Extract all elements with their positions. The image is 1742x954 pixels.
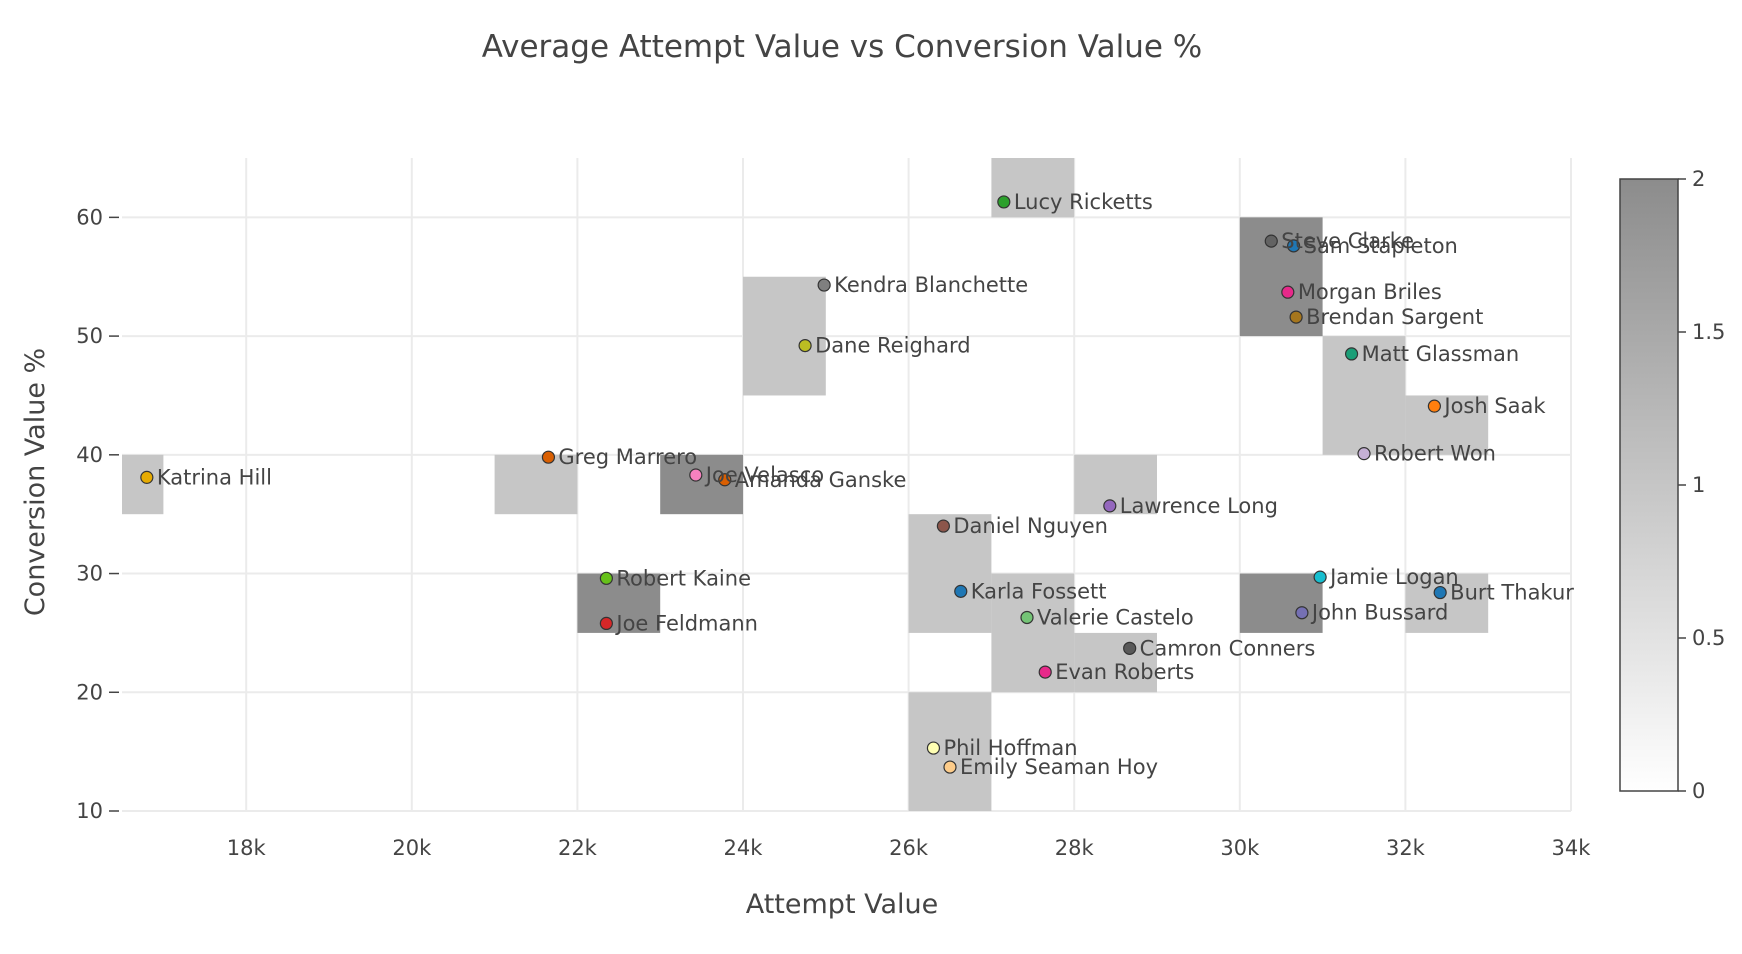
colorbar: 0 0.5 1 1.5 2 (1619, 167, 1725, 803)
density-bin (1239, 573, 1323, 633)
point-label: Dane Reighard (815, 334, 970, 358)
scatter-point[interactable] (1357, 447, 1371, 461)
point-label: Lucy Ricketts (1014, 190, 1153, 214)
scatter-point[interactable] (1433, 585, 1447, 600)
point-label: Robert Kaine (616, 566, 751, 590)
colorbar-tick-label: 1 (1692, 473, 1705, 497)
point-label: Karla Fossett (971, 579, 1107, 603)
point-label: Greg Marrero (558, 445, 697, 469)
point-label: Josh Saak (1442, 394, 1546, 418)
scatter-point[interactable] (1038, 665, 1052, 679)
x-tick-label: 26k (889, 836, 929, 860)
point-label: Valerie Castelo (1037, 605, 1194, 629)
density-bin (1074, 632, 1157, 693)
y-axis-title: Conversion Value % (20, 348, 51, 616)
scatter-point[interactable] (1281, 285, 1295, 299)
data-points (140, 195, 1447, 774)
y-tick-label: 10 (76, 799, 103, 823)
x-tick-label: 34k (1552, 836, 1592, 860)
point-label: Amanda Ganske (735, 468, 907, 492)
x-tick-label: 24k (724, 836, 764, 860)
density-bin (908, 514, 992, 633)
density-bins (122, 158, 1489, 811)
scatter-point[interactable] (1123, 641, 1137, 655)
scatter-point[interactable] (1103, 499, 1117, 513)
colorbar-tick-label: 2 (1692, 167, 1705, 191)
x-tick-label: 30k (1220, 836, 1260, 860)
point-label: John Bussard (1310, 601, 1448, 625)
scatter-point[interactable] (689, 468, 703, 482)
colorbar-tick-label: 1.5 (1692, 320, 1725, 344)
density-bin (1239, 217, 1323, 337)
y-tick-label: 30 (76, 562, 103, 586)
scatter-point[interactable] (926, 741, 941, 755)
density-bin (1322, 336, 1406, 455)
point-label: Morgan Briles (1298, 280, 1442, 304)
scatter-point[interactable] (817, 278, 831, 292)
point-label: Matt Glassman (1362, 342, 1520, 366)
colorbar-tick-label: 0 (1692, 779, 1705, 803)
density-bin (908, 692, 992, 811)
y-tick-label: 40 (76, 443, 103, 467)
point-label: Daniel Nguyen (953, 514, 1108, 538)
point-label: Emily Seaman Hoy (960, 755, 1158, 779)
axes: 10 20 30 40 50 60 18k 20k 22k 24k 26k 28k 30k 32k 34k (76, 205, 1591, 860)
point-label: Evan Roberts (1055, 660, 1194, 684)
chart-title: Average Attempt Value vs Conversion Valu… (482, 29, 1203, 65)
scatter-point[interactable] (1344, 347, 1359, 361)
scatter-point[interactable] (798, 338, 812, 353)
density-bin (494, 454, 578, 515)
point-label: Phil Hoffman (943, 736, 1077, 760)
point-label: Camron Conners (1140, 636, 1316, 660)
scatter-point[interactable] (599, 616, 613, 631)
density-bin (122, 454, 164, 515)
point-label: Jamie Logan (1328, 565, 1459, 589)
point-label: Robert Won (1374, 442, 1496, 466)
density-bin (743, 276, 826, 396)
density-bin (1405, 573, 1489, 633)
point-label: Sam Stapleton (1304, 234, 1458, 258)
scatter-point[interactable] (718, 473, 732, 487)
scatter-point[interactable] (1289, 310, 1303, 324)
point-label: Joe Feldmann (614, 611, 758, 635)
scatter-point[interactable] (943, 760, 957, 774)
colorbar-tick-label: 0.5 (1692, 626, 1725, 650)
point-label: Lawrence Long (1120, 494, 1278, 518)
density-bin (991, 573, 1075, 693)
scatter-point[interactable] (1020, 610, 1034, 625)
scatter-point[interactable] (1313, 570, 1327, 584)
x-axis-title: Attempt Value (746, 889, 939, 920)
y-tick-label: 60 (76, 205, 103, 229)
y-tick-label: 50 (76, 324, 103, 348)
x-tick-label: 32k (1386, 836, 1426, 860)
scatter-point[interactable] (140, 470, 154, 484)
point-label: Burt Thakur (1450, 581, 1574, 605)
scatter-point[interactable] (1427, 399, 1441, 413)
scatter-point[interactable] (954, 584, 968, 598)
x-tick-label: 20k (392, 836, 432, 860)
x-tick-label: 18k (227, 836, 267, 860)
point-label: Steve Clarke (1281, 229, 1414, 253)
density-bin (1405, 395, 1489, 455)
x-tick-label: 28k (1055, 836, 1095, 860)
point-label: Katrina Hill (157, 465, 272, 489)
y-tick-label: 20 (76, 680, 103, 704)
scatter-point[interactable] (1295, 606, 1309, 620)
colorbar-gradient (1619, 178, 1679, 792)
x-tick-label: 22k (558, 836, 598, 860)
point-label: Brendan Sargent (1306, 305, 1483, 329)
scatter-point[interactable] (1264, 234, 1278, 248)
density-bin (577, 573, 661, 633)
point-label: Kendra Blanchette (834, 273, 1028, 297)
scatter-point[interactable] (936, 519, 950, 533)
scatter-point[interactable] (997, 195, 1011, 209)
scatter-point[interactable] (1287, 239, 1301, 253)
point-label: Joe Velasco (704, 463, 824, 487)
scatter-point[interactable] (541, 450, 556, 464)
scatter-point[interactable] (599, 571, 613, 585)
